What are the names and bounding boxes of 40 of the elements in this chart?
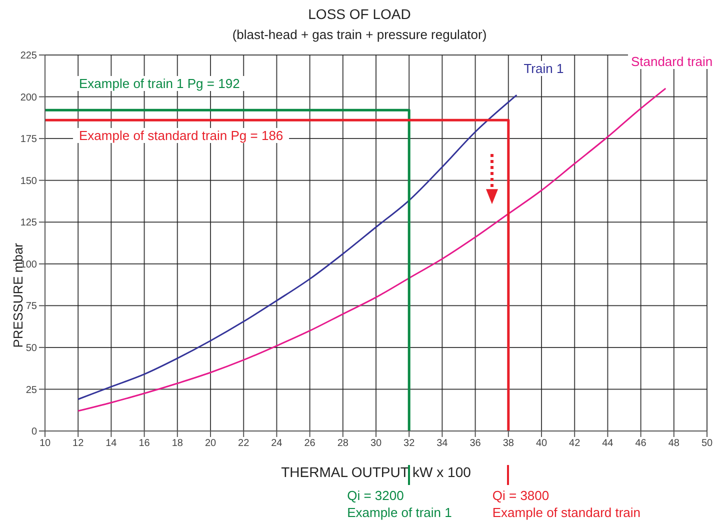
x-tick-label: 16	[138, 438, 150, 450]
x-tick-label: 18	[172, 438, 184, 450]
y-tick-label: 150	[20, 176, 38, 187]
y-tick-label: 0	[31, 426, 38, 438]
y-tick-label: 25	[26, 384, 38, 396]
x-tick-label: 40	[536, 438, 548, 450]
x-tick-label: 50	[701, 438, 713, 450]
x-tick-label: 26	[304, 438, 316, 450]
x-tick-label: 24	[271, 438, 283, 450]
x-tick-label: 34	[436, 438, 448, 450]
y-tick-label: 225	[20, 50, 38, 62]
x-tick-label: 36	[470, 438, 482, 450]
x-tick-label: 20	[204, 438, 216, 450]
x-tick-label: 22	[238, 438, 250, 450]
chart-subtitle: (blast-head + gas train + pressure regulator)	[231, 27, 488, 42]
x-tick-label: 32	[404, 438, 416, 450]
x-tick-label: 30	[370, 438, 382, 450]
y-tick-label: 175	[20, 134, 38, 146]
x-axis-title: THERMAL OUTPUT kW x 100	[281, 464, 472, 480]
x-tick-label: 44	[602, 438, 614, 450]
text: Qi = 3800 Example of standard train	[492, 487, 641, 521]
y-tick-label: 50	[26, 342, 38, 354]
text: Standard train	[628, 54, 716, 70]
x-tick-label: 38	[502, 438, 514, 450]
y-tick-label: 200	[20, 92, 38, 104]
annotation: Example of standard train Pg = 186	[73, 128, 290, 144]
y-tick-label: 75	[26, 301, 38, 312]
y-tick-label: 125	[20, 218, 38, 229]
x-tick-label: 48	[668, 438, 680, 450]
x-tick-label: 14	[106, 438, 118, 450]
series-label: Train 1	[520, 61, 567, 76]
x-tick-label: 28	[337, 438, 349, 450]
chart-title: LOSS OF LOAD	[307, 6, 412, 22]
x-tick-label: 12	[72, 438, 84, 450]
annotation: Example of train 1 Pg = 192	[73, 76, 246, 92]
text: Qi = 3200 Example of train 1	[347, 487, 452, 521]
x-tick-label: 10	[39, 438, 51, 450]
x-tick-label: 42	[569, 438, 581, 450]
x-tick-label: 46	[635, 438, 647, 450]
line-series	[77, 94, 518, 400]
